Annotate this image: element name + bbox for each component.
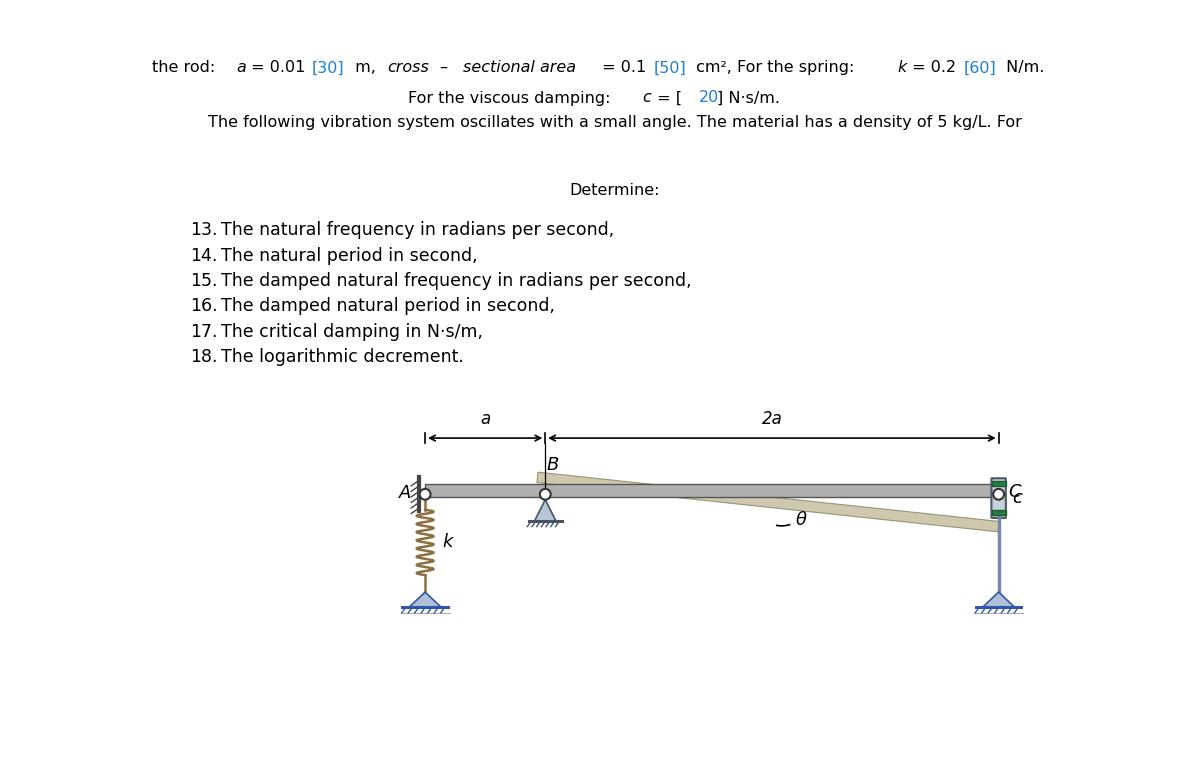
Text: 14.: 14. (191, 247, 217, 265)
Text: The damped natural period in second,: The damped natural period in second, (221, 297, 556, 315)
Text: $\theta$: $\theta$ (794, 511, 808, 529)
Text: C: C (1008, 483, 1020, 501)
Text: The natural frequency in radians per second,: The natural frequency in radians per sec… (221, 221, 614, 239)
Text: –: – (434, 61, 454, 75)
Text: For the viscous damping:: For the viscous damping: (408, 91, 616, 106)
Text: The logarithmic decrement.: The logarithmic decrement. (221, 348, 464, 366)
Text: 17.: 17. (191, 323, 218, 341)
Text: N/m.: N/m. (1001, 61, 1044, 75)
Polygon shape (534, 500, 556, 521)
Text: A: A (398, 483, 412, 502)
Circle shape (540, 489, 551, 500)
Text: k: k (898, 61, 907, 75)
Text: m,: m, (349, 61, 380, 75)
Polygon shape (536, 472, 1000, 532)
Text: The natural period in second,: The natural period in second, (221, 247, 478, 265)
Polygon shape (983, 592, 1015, 608)
Text: 18.: 18. (191, 348, 218, 366)
Circle shape (420, 489, 431, 500)
Text: = [: = [ (652, 91, 686, 106)
Text: The critical damping in N·s/m,: The critical damping in N·s/m, (221, 323, 484, 341)
Text: cm², For the spring:: cm², For the spring: (691, 61, 859, 75)
Text: 15.: 15. (191, 272, 218, 290)
Text: c: c (642, 91, 650, 106)
Text: cross: cross (388, 61, 428, 75)
Text: [30]: [30] (312, 61, 344, 75)
Polygon shape (425, 484, 998, 497)
Text: B: B (547, 456, 559, 474)
Text: sectional area: sectional area (463, 61, 576, 75)
Text: [60]: [60] (964, 61, 996, 75)
Text: = 0.01: = 0.01 (246, 61, 306, 75)
Text: ] N·s/m.: ] N·s/m. (718, 91, 780, 106)
Text: = 0.2: = 0.2 (907, 61, 956, 75)
Text: [50]: [50] (653, 61, 686, 75)
Text: = 0.1: = 0.1 (598, 61, 647, 75)
Bar (991, 510, 1006, 515)
Text: k: k (442, 533, 452, 552)
Text: 2a: 2a (762, 410, 782, 428)
Text: a: a (480, 410, 491, 428)
FancyBboxPatch shape (991, 478, 1006, 518)
Text: Determine:: Determine: (570, 182, 660, 198)
Text: c: c (1013, 489, 1022, 508)
Text: 20: 20 (698, 91, 719, 106)
Text: a: a (236, 61, 246, 75)
Text: 16.: 16. (191, 297, 218, 315)
Text: The following vibration system oscillates with a small angle. The material has a: The following vibration system oscillate… (208, 115, 1022, 130)
Bar (991, 481, 1006, 487)
Text: 13.: 13. (191, 221, 218, 239)
Circle shape (994, 489, 1004, 500)
Text: the rod:: the rod: (152, 61, 221, 75)
Polygon shape (409, 592, 442, 608)
Text: The damped natural frequency in radians per second,: The damped natural frequency in radians … (221, 272, 692, 290)
